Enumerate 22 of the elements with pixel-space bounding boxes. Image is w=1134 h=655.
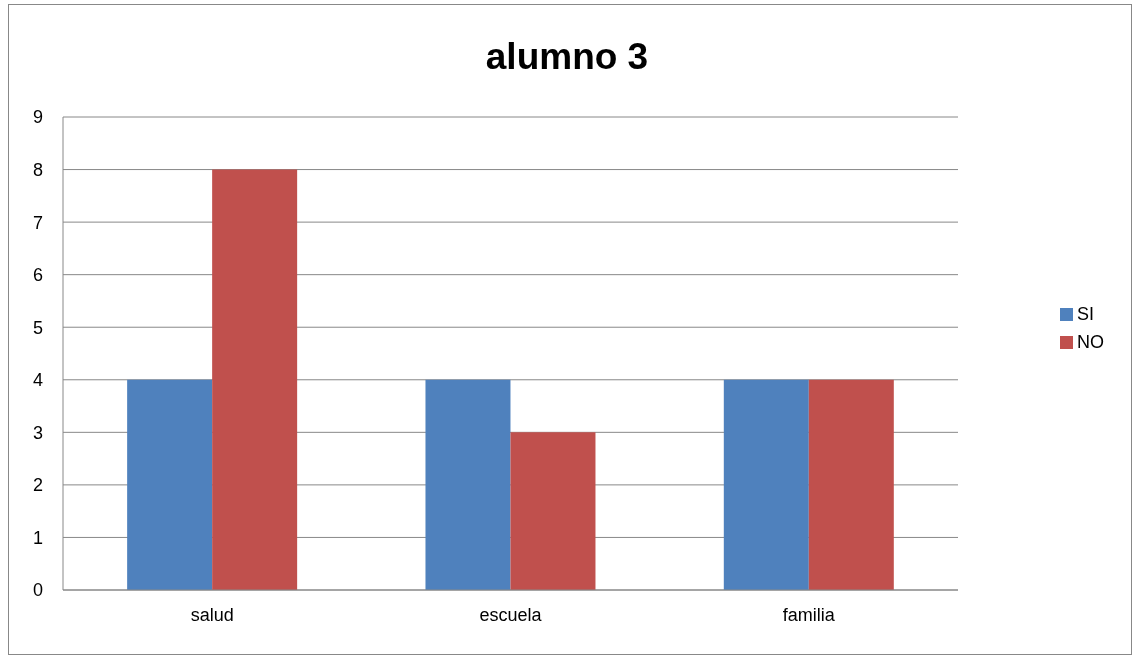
y-tick-label: 7 [32, 212, 43, 233]
y-tick-label: 4 [32, 370, 43, 391]
y-tick-label: 3 [32, 422, 43, 443]
bar [808, 379, 894, 590]
legend-label: NO [1077, 331, 1104, 352]
y-tick-label: 5 [32, 317, 43, 338]
x-tick-label: escuela [479, 604, 543, 625]
y-tick-label: 1 [32, 527, 43, 548]
y-tick-label: 2 [32, 475, 43, 496]
bar [425, 379, 511, 590]
bar [723, 379, 809, 590]
bar [127, 379, 213, 590]
chart-title: alumno 3 [484, 36, 650, 78]
y-tick-label: 6 [32, 265, 43, 286]
y-tick-label: 0 [32, 580, 43, 601]
legend-label: SI [1077, 303, 1095, 324]
bar [212, 169, 298, 590]
bar [510, 432, 596, 590]
x-tick-label: familia [782, 604, 836, 625]
y-tick-label: 9 [32, 107, 43, 128]
x-tick-label: salud [190, 604, 234, 625]
y-tick-label: 8 [32, 159, 43, 180]
